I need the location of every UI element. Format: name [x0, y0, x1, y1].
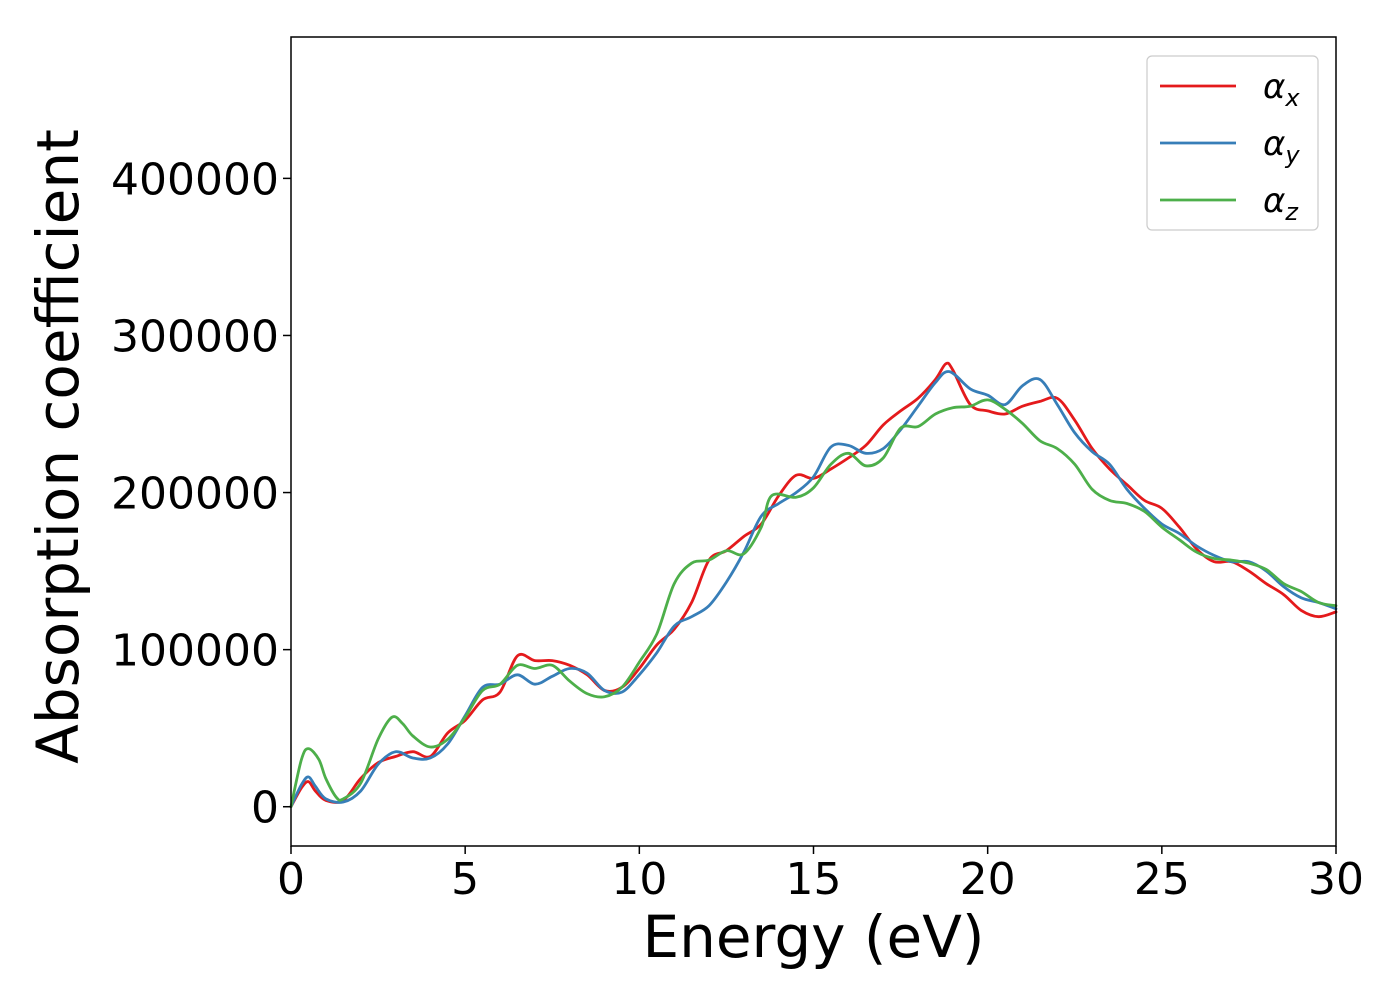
y-tick-label: 200000: [111, 469, 279, 520]
x-tick-label: 25: [1134, 854, 1190, 905]
plot-lines: [289, 361, 1338, 809]
legend-label-x: αx: [1263, 67, 1300, 112]
y-tick-label: 400000: [111, 154, 279, 205]
y-axis-ticks: 0 100000 200000 300000 400000: [111, 154, 291, 834]
x-axis-ticks: 0 5 10 15 20 25 30: [277, 846, 1364, 905]
legend-label-y: αy: [1263, 124, 1300, 169]
y-axis-label: Absorption coefficient: [24, 129, 92, 764]
series-line-z: [289, 398, 1338, 809]
x-tick-label: 15: [786, 854, 842, 905]
x-tick-label: 20: [960, 854, 1016, 905]
x-axis-label: Energy (eV): [642, 903, 984, 971]
y-tick-label: 0: [251, 783, 279, 834]
legend: αx αy αz: [1146, 55, 1319, 231]
series-line-y: [289, 370, 1338, 809]
x-tick-label: 0: [277, 854, 305, 905]
x-tick-label: 5: [451, 854, 479, 905]
legend-label-z: αz: [1263, 181, 1299, 226]
x-tick-label: 30: [1308, 854, 1364, 905]
y-tick-label: 300000: [111, 311, 279, 362]
y-tick-label: 100000: [111, 626, 279, 677]
x-tick-label: 10: [611, 854, 667, 905]
